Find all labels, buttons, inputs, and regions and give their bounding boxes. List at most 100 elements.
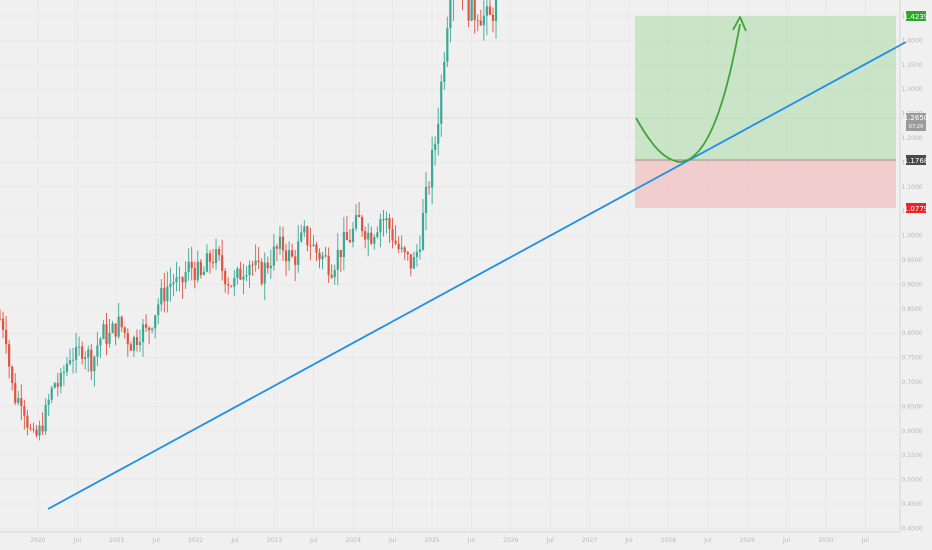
candle-body [412,257,415,269]
x-tick-label: 2023 [267,537,282,544]
trendline[interactable] [47,41,907,510]
candle-body [488,6,492,15]
candle-body [388,218,391,229]
x-tick-label: 2029 [740,537,755,544]
candle-body [348,240,352,243]
y-tick-label: 1.0000 [902,233,923,240]
candle-body [406,252,409,255]
candle-body [275,246,279,249]
candle-body [120,316,123,328]
candle-body [473,0,476,20]
candle-body [312,244,315,246]
candle-body [260,261,263,284]
candle-body [160,287,163,305]
x-tick-label: 2025 [424,537,439,544]
y-tick-label: 1.3500 [902,62,923,69]
candle-body [266,262,269,269]
stop-tag-box [906,203,926,213]
projection-arrow[interactable] [635,23,741,163]
candle-body [367,232,370,240]
candle-body [50,387,53,400]
candle-body [129,344,132,351]
y-tick-label: 0.4000 [902,525,923,532]
x-tick-label: 2021 [109,537,124,544]
candle-body [370,232,373,244]
candle-body [324,255,327,257]
candle-body [357,214,361,218]
candle-body [138,341,142,346]
candle-body [90,349,93,372]
candle-body [278,236,282,249]
long-position-tool[interactable] [635,16,896,208]
candle-body [476,19,479,21]
candle-body [485,6,488,16]
candle-body [181,277,184,283]
candle-body [0,318,2,320]
stop-price-label: 1.0779 [904,205,929,213]
candle-body [242,276,245,280]
candle-body [479,20,482,26]
candle-body [126,332,129,345]
candle-body [427,186,431,188]
x-tick-label: 2026 [503,537,518,544]
candle-body [361,217,364,232]
x-tick-label: 2030 [818,537,833,544]
candle-body [431,149,434,188]
candle-body [437,123,440,144]
candle-body [218,249,221,256]
candle-body [269,265,272,269]
candle-body [199,261,202,275]
candle-body [62,371,66,374]
candle-body [4,329,8,345]
target-tag-box [906,11,926,21]
x-tick-label: Jul [624,537,633,544]
candle-body [421,212,425,250]
last-price-label: 1.2650 [904,114,929,122]
candle-body [17,398,20,403]
price-axis: 1.45001.40001.35001.30001.25001.20001.15… [902,13,923,532]
grid-lines [0,0,900,532]
candle-body [297,241,300,265]
candle-body [56,383,59,387]
candle-body [418,249,422,252]
candle-body [84,357,87,359]
x-tick-label: Jul [230,537,239,544]
last-tag-box [906,113,926,131]
candle-body [315,244,318,253]
candle-body [251,264,254,266]
x-tick-label: Jul [309,537,318,544]
candle-body [184,272,187,283]
x-tick-label: 2020 [30,537,45,544]
candle-body [482,15,485,26]
candle-body [336,249,339,270]
candle-body [71,359,75,361]
candle-body [330,274,333,278]
candle-body [446,28,449,62]
candle-body [245,275,248,277]
y-tick-label: 0.8000 [902,330,923,337]
candle-body [257,260,260,262]
time-axis: 2020 Jul 2021 Jul 2022 Jul 2023 Jul 2024 Jul 2025 J… [30,537,869,544]
candle-body [117,316,120,337]
candle-body [154,315,157,329]
candle-body [148,327,151,331]
candle-body [172,282,175,284]
x-tick-label: Jul [388,537,397,544]
candle-body [114,323,117,337]
candle-body [211,261,215,264]
candle-body [38,425,41,436]
candle-body [196,261,199,281]
candle-body [8,344,11,367]
target-zone [635,16,896,160]
x-tick-label: Jul [546,537,555,544]
candle-body [397,243,400,250]
target-price-tag: 1.4239 [904,11,928,21]
x-tick-label: Jul [861,537,870,544]
candle-body [227,284,230,286]
candle-body [364,231,367,240]
candle-body [47,399,50,405]
candle-body [35,429,38,436]
candle-body [135,337,139,346]
y-tick-label: 1.4000 [902,37,923,44]
